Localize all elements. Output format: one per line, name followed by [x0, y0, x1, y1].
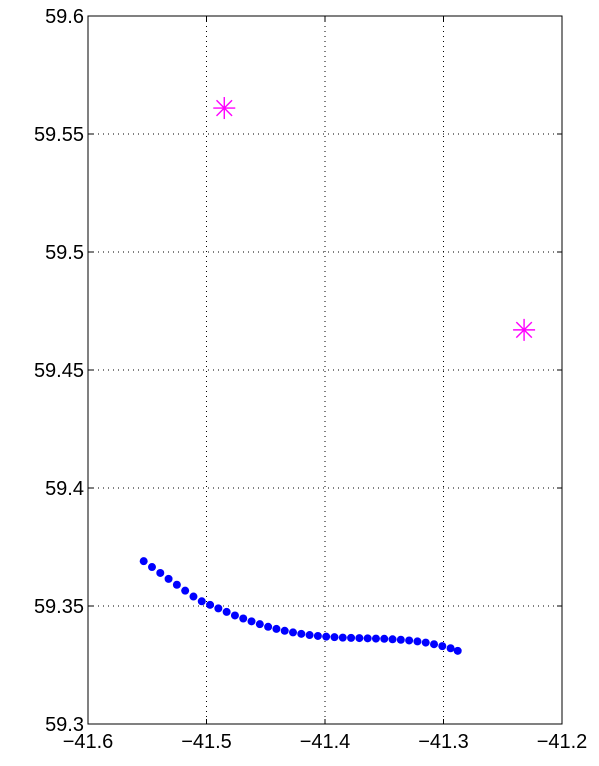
data-point	[438, 642, 447, 651]
x-tick-label: −41.3	[418, 731, 469, 753]
x-tick-label: −41.2	[537, 731, 588, 753]
series-0	[139, 557, 462, 655]
data-point	[413, 637, 422, 646]
x-axis-tick-labels: −41.6 −41.5 −41.4 −41.3 −41.2	[63, 731, 588, 753]
series-1	[213, 97, 536, 341]
data-point	[347, 633, 356, 642]
asterisk-marker	[513, 318, 536, 341]
data-point	[280, 626, 289, 635]
y-tick-label: 59.55	[34, 124, 84, 146]
data-point	[222, 607, 231, 616]
y-tick-label: 59.4	[45, 478, 84, 500]
asterisk-marker	[213, 97, 236, 120]
data-point	[388, 635, 397, 644]
data-point	[313, 631, 322, 640]
y-tick-label: 59.3	[45, 714, 84, 736]
data-point	[305, 631, 314, 640]
axis-ticks	[87, 15, 563, 725]
y-tick-label: 59.45	[34, 360, 84, 382]
data-point	[430, 640, 439, 649]
y-tick-label: 59.6	[45, 6, 84, 28]
data-point	[322, 632, 331, 641]
plot-area	[139, 97, 536, 655]
data-point	[147, 563, 156, 572]
data-point	[255, 620, 264, 629]
y-tick-label: 59.35	[34, 596, 84, 618]
data-point	[453, 646, 462, 655]
x-tick-label: −41.4	[300, 731, 351, 753]
data-point	[189, 592, 198, 601]
data-point	[405, 636, 414, 645]
data-point	[156, 568, 165, 577]
data-point	[181, 586, 190, 595]
data-point	[396, 635, 405, 644]
data-point	[264, 622, 273, 631]
data-point	[139, 557, 148, 566]
data-point	[289, 628, 298, 637]
data-point	[272, 624, 281, 633]
data-point	[355, 634, 364, 643]
data-point	[338, 633, 347, 642]
data-point	[206, 600, 215, 609]
x-tick-label: −41.5	[181, 731, 232, 753]
data-point	[197, 597, 206, 606]
y-tick-label: 59.5	[45, 242, 84, 264]
data-point	[446, 644, 455, 653]
data-point	[172, 580, 181, 589]
data-point	[214, 604, 223, 613]
data-point	[297, 629, 306, 638]
data-point	[247, 617, 256, 626]
asterisk-stroke	[216, 99, 233, 117]
data-point	[330, 633, 339, 642]
data-point	[164, 574, 173, 583]
x-tick-label: −41.6	[63, 731, 114, 753]
y-axis-tick-labels: 59.3 59.35 59.4 59.45 59.5 59.55 59.6	[34, 6, 84, 736]
data-point	[230, 611, 239, 620]
data-point	[380, 634, 389, 643]
data-point	[421, 638, 430, 647]
data-point	[239, 614, 248, 623]
data-point	[363, 634, 372, 643]
asterisk-stroke	[515, 321, 533, 339]
data-point	[371, 634, 380, 643]
